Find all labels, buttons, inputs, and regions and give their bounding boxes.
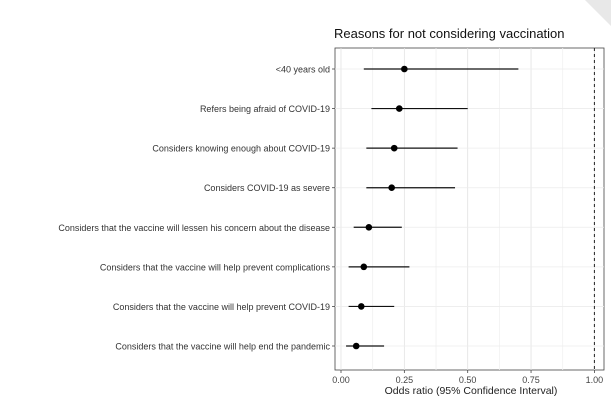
row-label: Considers that the vaccine will help end… bbox=[115, 342, 330, 352]
chart-title: Reasons for not considering vaccination bbox=[334, 26, 565, 41]
row-label: Considers that the vaccine will help pre… bbox=[113, 302, 330, 312]
odds-ratio-point bbox=[390, 144, 398, 152]
odds-ratio-point bbox=[352, 342, 360, 350]
x-tick-label: 1.00 bbox=[586, 375, 604, 385]
x-tick-label: 0.00 bbox=[332, 375, 350, 385]
odds-ratio-point bbox=[401, 65, 408, 73]
odds-ratio-point bbox=[395, 105, 403, 112]
plot-panel-border bbox=[334, 47, 605, 371]
odds-ratio-point bbox=[365, 223, 373, 231]
odds-ratio-point bbox=[388, 184, 395, 192]
x-axis-label: Odds ratio (95% Confidence Interval) bbox=[385, 385, 558, 397]
row-label: Considers that the vaccine will lessen h… bbox=[58, 223, 330, 233]
x-tick-label: 0.25 bbox=[396, 375, 414, 385]
row-label: Considers knowing enough about COVID-19 bbox=[152, 144, 330, 154]
odds-ratio-point bbox=[357, 303, 365, 310]
row-label: Considers COVID-19 as severe bbox=[204, 183, 330, 193]
x-tick-label: 0.50 bbox=[459, 375, 477, 385]
row-label: Considers that the vaccine will help pre… bbox=[100, 262, 331, 272]
odds-ratio-point bbox=[360, 263, 368, 271]
page-corner-decoration bbox=[585, 0, 611, 26]
row-label: Refers being afraid of COVID-19 bbox=[200, 104, 330, 114]
plot-area: <40 years old Refers being afraid of COVI… bbox=[58, 47, 605, 385]
row-label: <40 years old bbox=[276, 65, 330, 75]
x-tick-label: 0.75 bbox=[522, 375, 540, 385]
